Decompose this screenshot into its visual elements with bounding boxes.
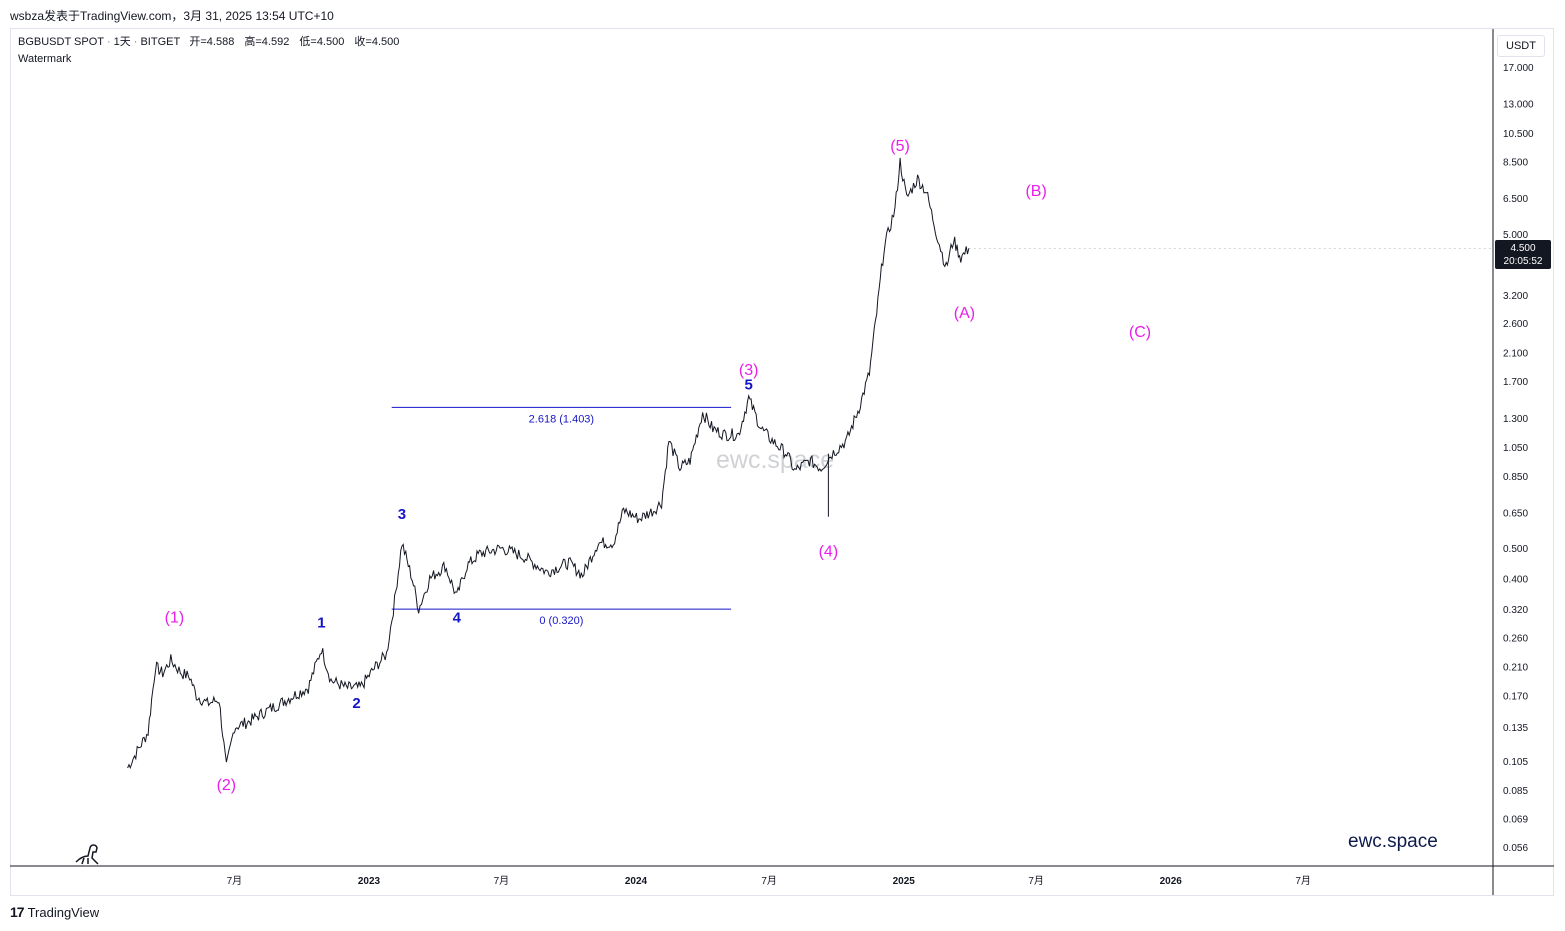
elliott-wave-label[interactable]: (3) <box>739 362 759 379</box>
price-tick-label: 0.400 <box>1503 575 1528 586</box>
fib-level-label: 0 (0.320) <box>539 615 583 627</box>
publisher-line: wsbza发表于TradingView.com，3月 31, 2025 13:5… <box>10 9 334 23</box>
elliott-wave-label[interactable]: (A) <box>954 305 975 322</box>
price-tick-label: 8.500 <box>1503 158 1528 169</box>
price-tick-label: 3.200 <box>1503 291 1528 302</box>
interval[interactable]: 1天 <box>113 36 131 48</box>
elliott-wave-label[interactable]: (2) <box>217 777 237 794</box>
price-tick-label: 1.300 <box>1503 414 1528 425</box>
elliott-wave-label[interactable]: 5 <box>744 377 752 394</box>
chart-frame[interactable] <box>10 28 1554 896</box>
open-value: 开=4.588 <box>189 36 235 48</box>
low-value: 低=4.500 <box>299 36 345 48</box>
price-tick-label: 5.000 <box>1503 230 1528 241</box>
footer-brand: TradingView <box>27 904 100 920</box>
time-tick-label: 2025 <box>893 876 916 887</box>
exchange: BITGET <box>140 36 181 48</box>
price-tick-label: 10.500 <box>1503 129 1534 140</box>
time-tick-label: 2023 <box>358 876 381 887</box>
elliott-wave-label[interactable]: (C) <box>1129 324 1151 341</box>
elliott-wave-label[interactable]: 1 <box>317 614 325 631</box>
time-tick-label: 2024 <box>625 876 648 887</box>
price-tick-label: 6.500 <box>1503 194 1528 205</box>
time-tick-label: 2026 <box>1160 876 1183 887</box>
price-tick-label: 1.700 <box>1503 377 1528 388</box>
elliott-wave-label[interactable]: (B) <box>1025 183 1046 200</box>
time-tick-label: 7月 <box>1295 875 1311 887</box>
last-price-tag: 4.500 20:05:52 <box>1495 240 1551 269</box>
price-tick-label: 0.135 <box>1503 723 1528 734</box>
tradingview-logo-icon: 17 <box>10 904 25 920</box>
watermark-brand: ewc.space <box>1348 831 1438 852</box>
close-value: 收=4.500 <box>354 36 400 48</box>
bar-countdown: 20:05:52 <box>1503 256 1543 267</box>
footer[interactable]: 17 TradingView <box>10 904 99 920</box>
price-tick-label: 0.085 <box>1503 786 1528 797</box>
price-tick-label: 0.320 <box>1503 605 1528 616</box>
price-tick-label: 0.260 <box>1503 633 1528 644</box>
symbol-name[interactable]: BGBUSDT SPOT <box>18 36 104 48</box>
time-tick-label: 7月 <box>761 875 777 887</box>
fib-level-label: 2.618 (1.403) <box>529 413 594 425</box>
high-value: 高=4.592 <box>244 36 290 48</box>
elliott-wave-label[interactable]: (1) <box>165 610 185 627</box>
price-tick-label: 2.100 <box>1503 348 1528 359</box>
elliott-wave-label[interactable]: (5) <box>890 138 910 155</box>
elliott-wave-label[interactable]: 2 <box>352 695 360 712</box>
price-tick-label: 0.850 <box>1503 472 1528 483</box>
price-tick-label: 1.050 <box>1503 443 1528 454</box>
symbol-legend: BGBUSDT SPOT · 1天 · BITGET 开=4.588 高=4.592 低… <box>18 34 406 68</box>
price-tick-label: 0.105 <box>1503 757 1528 768</box>
watermark-center: ewc.space <box>716 446 835 474</box>
elliott-wave-label[interactable]: (4) <box>819 544 839 561</box>
price-tick-label: 0.069 <box>1503 815 1528 826</box>
price-tick-label: 0.056 <box>1503 843 1528 854</box>
price-tick-label: 13.000 <box>1503 100 1534 111</box>
price-tick-label: 17.000 <box>1503 63 1534 74</box>
time-tick-label: 7月 <box>494 875 510 887</box>
price-tick-label: 0.650 <box>1503 508 1528 519</box>
price-series-line[interactable] <box>127 157 970 770</box>
dino-icon[interactable] <box>75 844 99 865</box>
price-tick-label: 2.600 <box>1503 319 1528 330</box>
price-tick-label: 0.170 <box>1503 691 1528 702</box>
last-price: 4.500 <box>1510 243 1536 254</box>
price-tick-label: 0.500 <box>1503 544 1528 555</box>
symbol-row[interactable]: BGBUSDT SPOT · 1天 · BITGET 开=4.588 高=4.592 低… <box>18 36 400 48</box>
indicator-name[interactable]: Watermark <box>18 53 72 65</box>
time-tick-label: 7月 <box>227 875 243 887</box>
dino-icon-shape <box>75 844 99 865</box>
indicator-row[interactable]: Watermark <box>18 51 406 68</box>
elliott-wave-label[interactable]: 3 <box>398 506 406 523</box>
price-tick-label: 0.210 <box>1503 663 1528 674</box>
elliott-wave-label[interactable]: 4 <box>453 610 462 627</box>
time-tick-label: 7月 <box>1028 875 1044 887</box>
currency-button[interactable]: USDT <box>1497 35 1545 57</box>
